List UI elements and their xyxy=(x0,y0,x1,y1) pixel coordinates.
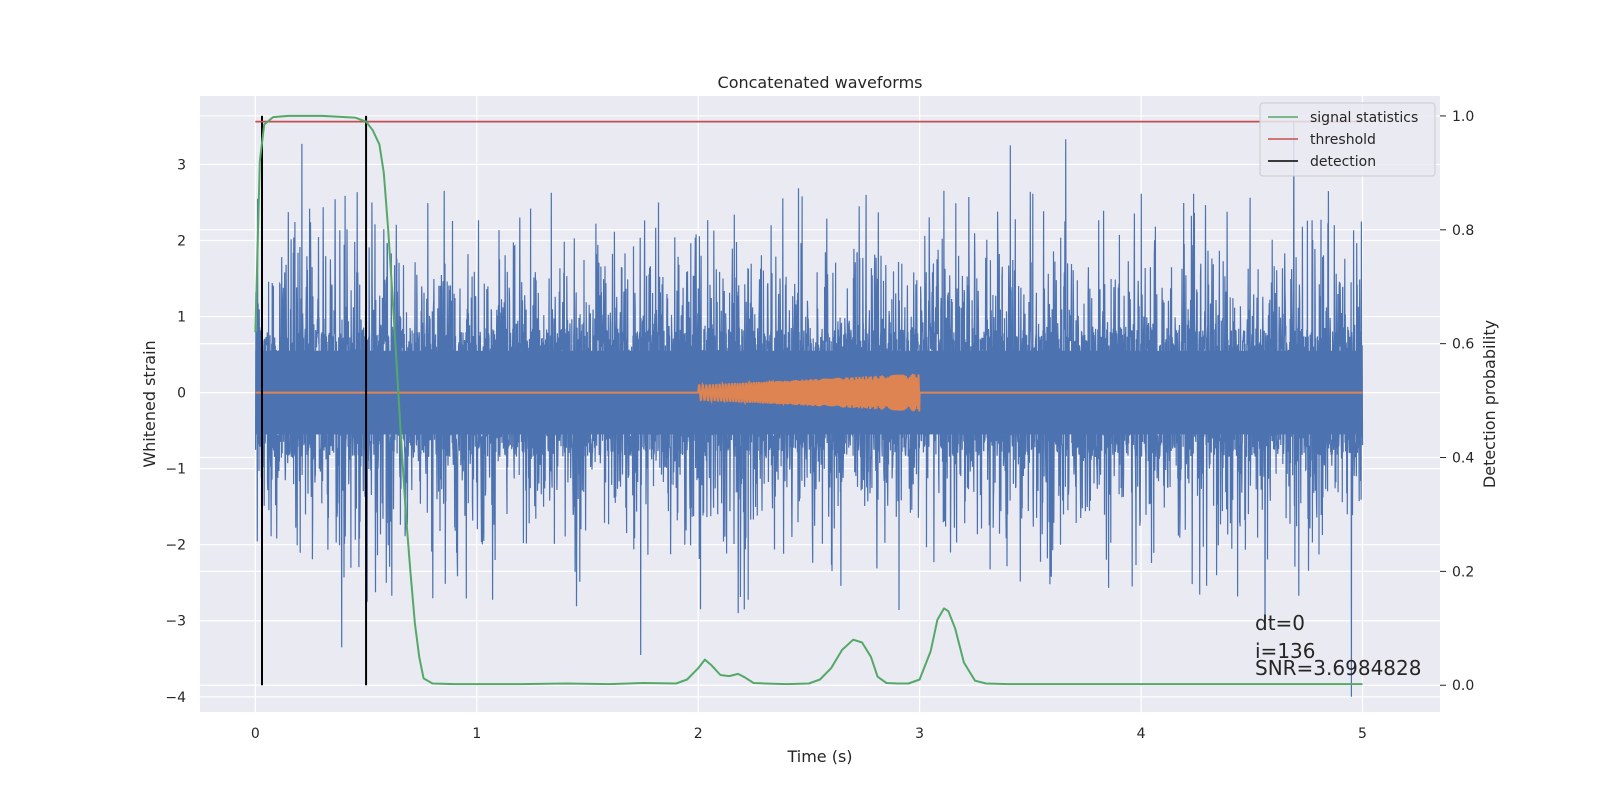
y2-axis-label: Detection probability xyxy=(1480,320,1499,488)
y2-tick-label: 1.0 xyxy=(1452,109,1474,125)
x-axis-label: Time (s) xyxy=(786,747,852,766)
annotation-index: i=136 xyxy=(1255,639,1316,663)
y-tick-label: −4 xyxy=(165,690,186,706)
x-tick-label: 2 xyxy=(694,726,703,742)
legend-label-threshold: threshold xyxy=(1310,132,1376,148)
x-tick-label: 3 xyxy=(915,726,924,742)
x-tick-label: 1 xyxy=(472,726,481,742)
annotation-dt: dt=0 xyxy=(1255,611,1305,635)
y2-tick-label: 0.0 xyxy=(1452,678,1474,694)
x-tick-label: 4 xyxy=(1137,726,1146,742)
y2-tick-label: 0.6 xyxy=(1452,337,1474,353)
y2-tick-label: 0.4 xyxy=(1452,451,1474,467)
injected-waveform-line xyxy=(255,373,1363,412)
y-tick-label: −2 xyxy=(165,538,186,554)
tick-layer: 0 1 2 3 4 5 −4 −3 −2 −1 0 1 2 3 0.0 0.2 0.4 0.6 0.8 1.0 xyxy=(165,109,1474,742)
legend-label-signal-statistics: signal statistics xyxy=(1310,110,1418,126)
x-tick-label: 5 xyxy=(1358,726,1367,742)
y-axis-label: Whitened strain xyxy=(140,340,159,467)
data-layer xyxy=(254,114,1364,697)
y-tick-label: 0 xyxy=(177,386,186,402)
y-tick-label: −1 xyxy=(165,462,186,478)
legend-label-detection: detection xyxy=(1310,154,1376,170)
y-tick-label: 1 xyxy=(177,310,186,326)
legend-box xyxy=(1259,102,1436,177)
y-tick-label: 2 xyxy=(177,233,186,249)
x-tick-label: 0 xyxy=(251,726,260,742)
signal-statistics-line xyxy=(254,114,1363,686)
y-tick-label: 3 xyxy=(177,157,186,173)
annotation-snr: SNR=3.6984828 xyxy=(1255,656,1421,680)
y2-tick-label: 0.2 xyxy=(1452,564,1474,580)
y-tick-label: −3 xyxy=(165,614,186,630)
chart-title: Concatenated waveforms xyxy=(718,73,923,92)
y2-tick-label: 0.8 xyxy=(1452,223,1474,239)
legend: signal statistics threshold detection xyxy=(1259,102,1436,177)
